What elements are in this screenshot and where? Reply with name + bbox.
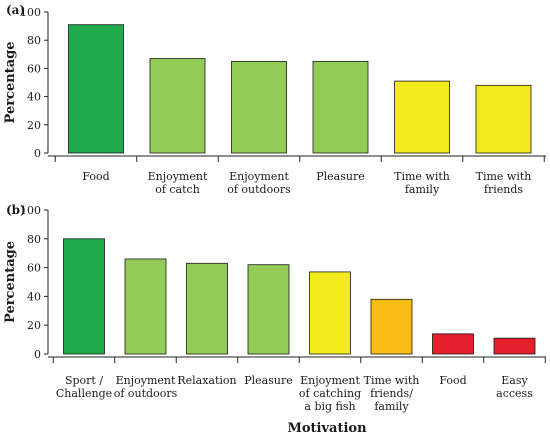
y-tick-label: 20 <box>27 319 41 332</box>
panel-label: (b) <box>6 203 26 217</box>
x-axis-title: Motivation <box>287 421 367 436</box>
category-label: friends/ <box>370 387 413 400</box>
bar <box>475 84 532 154</box>
category-label: Relaxation <box>177 374 236 387</box>
category-label: Pleasure <box>244 374 293 387</box>
category-label: Challenge <box>56 387 112 400</box>
bar <box>149 58 206 154</box>
category-label: Enjoyment <box>229 170 289 183</box>
panel-label: (a) <box>6 3 25 17</box>
category-label: family <box>374 400 409 413</box>
category-label: of outdoors <box>227 183 291 196</box>
bar <box>186 262 228 355</box>
category-label: family <box>405 183 440 196</box>
y-tick-label: 80 <box>27 34 41 47</box>
y-tick-label: 40 <box>27 290 41 303</box>
bar <box>124 258 167 355</box>
category-label: friends <box>484 183 523 196</box>
category-label: Time with <box>364 374 420 387</box>
category-label: Enjoyment <box>116 374 176 387</box>
bar <box>370 298 413 355</box>
category-label: of catch <box>155 183 200 196</box>
category-label: of catching <box>299 387 361 400</box>
bar <box>231 60 287 154</box>
y-tick-label: 60 <box>27 62 41 75</box>
category-label: Time with <box>394 170 450 183</box>
panel-b: (b) 0 20 40 60 80 100 Percentage Sport /Challeng… <box>3 203 546 436</box>
y-tick-label: 100 <box>20 204 41 217</box>
category-label: Enjoyment <box>148 170 208 183</box>
y-axis-title: Percentage <box>3 241 18 323</box>
category-label: Enjoyment <box>300 374 360 387</box>
y-tick-label: 100 <box>20 6 41 19</box>
bar <box>493 337 536 355</box>
category-label: access <box>496 387 533 400</box>
y-tick-label: 80 <box>27 233 41 246</box>
bar <box>432 333 474 355</box>
category-label: Easy <box>501 374 528 387</box>
category-label: Food <box>82 170 109 183</box>
category-label: Time with <box>476 170 532 183</box>
y-tick-label: 20 <box>27 119 41 132</box>
category-label: of outdoors <box>114 387 178 400</box>
category-label: a big fish <box>304 400 355 413</box>
bar <box>312 60 369 154</box>
category-label: Pleasure <box>316 170 365 183</box>
bar <box>247 264 290 355</box>
bar <box>68 24 124 154</box>
bar <box>63 238 105 355</box>
y-tick-label: 0 <box>34 348 41 361</box>
category-label: Sport / <box>65 374 103 387</box>
y-tick-label: 0 <box>34 147 41 160</box>
bar <box>394 80 450 154</box>
y-axis-title: Percentage <box>3 42 18 124</box>
y-tick-label: 40 <box>27 91 41 104</box>
category-label: Food <box>439 374 466 387</box>
bar <box>309 271 351 355</box>
y-tick-label: 60 <box>27 262 41 275</box>
